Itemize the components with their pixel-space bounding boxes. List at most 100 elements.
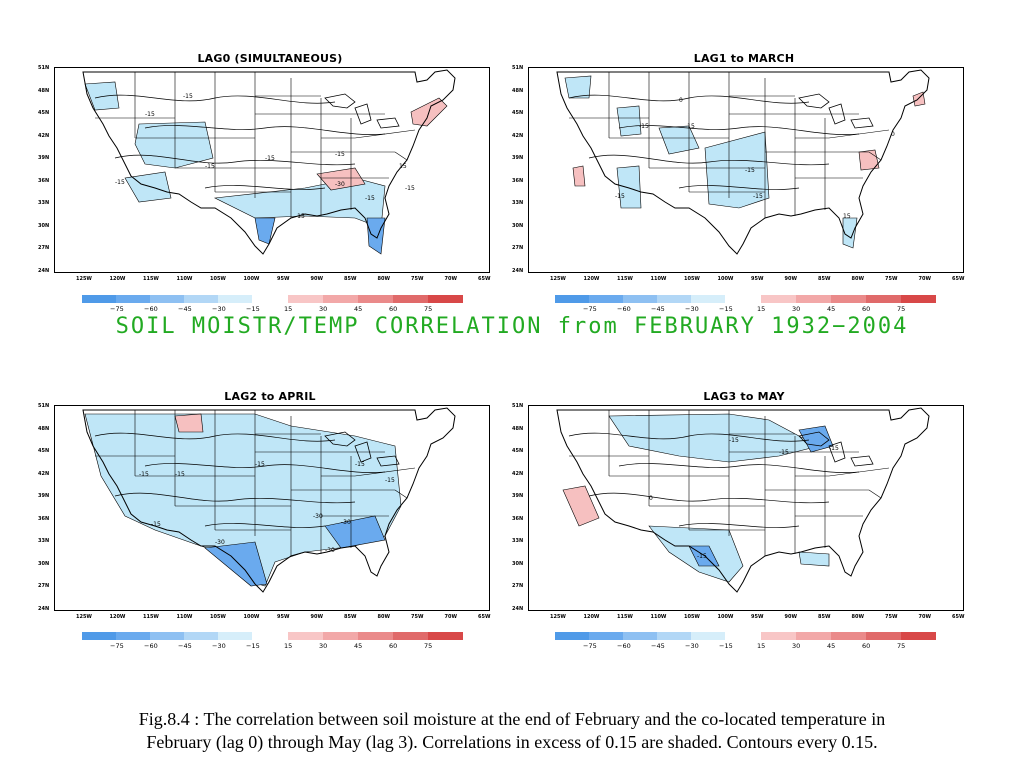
panel-0-legend-neg-tick-1: −60 [144,305,158,313]
panel-3-map: -15 -15 -15 0 -15 [528,405,964,611]
panel-1-legend-pos-swatch-2 [831,295,866,303]
panel-0-contour-label-0: -15 [183,93,193,100]
panel-0-lon-label-2: 115W [143,276,159,282]
panel-0-lon-label-12: 65W [478,276,491,282]
panel-1-shaded-region-0 [564,75,592,99]
panel-1-legend-pos-tick-0: 15 [757,305,766,313]
panel-2-legend-pos-swatch-0 [288,632,323,640]
panel-3-great-lakes [798,431,874,467]
figure-caption: Fig.8.4 : The correlation between soil m… [20,708,1004,754]
panel-1-state-border-14 [828,129,890,139]
panel-3-contour-label-0: -15 [729,437,739,444]
panel-3-title: LAG3 to MAY [703,390,785,403]
panel-0-lon-label-7: 90W [310,276,323,282]
panel-1-shaded-region-4 [616,165,642,209]
panel-0-lon-label-10: 75W [411,276,424,282]
panel-0-contour-1 [114,154,356,166]
panel-2-lat-label-5: 36N [38,515,50,522]
panel-0-legend-neg-swatch-3 [184,295,218,303]
panel-0-legend-pos-tick-4: 75 [424,305,433,313]
panel-3-lon-label-10: 75W [885,614,898,620]
panel-1-legend-neg-swatch-1 [589,295,623,303]
panel-3-lon-label-1: 120W [583,614,600,620]
panel-1-title: LAG1 to MARCH [693,52,795,65]
panel-0-lat-label-0: 51N [38,65,50,71]
panel-1-legend-pos-swatch-1 [796,295,831,303]
panel-3-lon-label-4: 105W [684,614,700,620]
panel-0-shaded-region-0 [84,81,120,111]
panel-2-lon-label-2: 115W [143,614,159,620]
panel-3-legend-pos-tick-0: 15 [757,642,766,650]
panel-3-lat-label-4: 39N [512,493,524,499]
panel-0-legend-pos-swatch-4 [428,295,463,303]
panel-3-lat-label-9: 24N [512,605,524,612]
panel-3-contour-label-4: -15 [829,445,839,452]
panel-1-legend-pos-swatch-4 [901,295,936,303]
panel-2-state-border-14 [354,467,416,477]
panel-3-legend-pos-swatch-3 [866,632,901,640]
panel-1-contour-label-1: -15 [639,123,649,130]
panel-1-legend-neg-tick-1: −60 [617,305,631,313]
panel-2-legend-pos-swatch-1 [323,632,358,640]
panel-1-contour-2 [618,125,860,135]
panel-0-contour-label-2: -15 [205,163,215,170]
panel-1-lon-label-6: 95W [751,276,764,282]
panel-0-legend-pos-swatch-1 [323,295,358,303]
panel-3-lat-label-5: 36N [512,515,524,522]
panel-3-map-svg: -15 -15 -15 0 -15 [556,407,930,593]
panel-3-legend-pos-swatch-0 [761,632,796,640]
panel-2-legend-neg-swatch-4 [218,632,252,640]
panel-2-lon-label-6: 95W [277,614,290,620]
panel-2-map: -15 -15 -15 -15 -15 -15 -30 -30 -30 -30 [54,405,490,611]
panel-3-lat-label-2: 45N [512,448,524,454]
panel-1-lon-label-8: 85W [818,276,831,282]
panel-2-legend-neg-swatch-3 [184,632,218,640]
panel-1-lat-label-3: 42N [512,132,524,139]
panel-2-shaded-region-1 [324,515,386,549]
panel-3-lat-label-0: 51N [512,403,524,409]
panel-0-lat-label-9: 24N [38,267,50,274]
panel-2-lat-label-3: 42N [38,470,50,477]
panel-0-legend-pos-swatch-0 [288,295,323,303]
panel-2-legend-pos-swatch-3 [393,632,428,640]
panel-1-lon-label-0: 125W [550,276,566,282]
panel-2-legend-neg-swatch-1 [116,632,150,640]
panel-0-lat-label-8: 27N [38,245,50,251]
panel-2-lon-label-1: 120W [109,614,126,620]
panel-1-legend-neg-swatch-3 [657,295,691,303]
panel-0-contour-label-9: -15 [115,179,125,186]
panel-2-lat-label-0: 51N [38,403,50,409]
panel-3-legend-neg-swatch-3 [657,632,691,640]
panel-2-lon-label-4: 105W [210,614,226,620]
panel-0-contour-label-5: -30 [335,181,345,188]
panel-0-state-border-15 [394,151,408,161]
panel-2-lon-label-8: 85W [344,614,357,620]
panel-1-lat-label-1: 48N [512,87,524,94]
panel-1-shaded-region-7 [572,165,586,187]
panel-0-state-border-14 [354,129,416,139]
panel-1-coastline [556,69,930,255]
panel-1-lat-label-9: 24N [512,267,524,274]
panel-1-lon-label-1: 120W [583,276,600,282]
panel-1-legend-neg-swatch-4 [691,295,725,303]
panel-1-contour-label-4: -15 [753,193,763,200]
panel-3-shaded-region-0 [608,413,820,463]
panel-2-contour-3 [204,523,326,528]
panel-3-state-border-14 [828,467,890,477]
panel-2-lat-label-4: 39N [38,493,50,499]
panel-2-contour-label-9: -30 [215,539,225,546]
panel-2-legend-neg-tick-2: −45 [178,642,192,650]
panel-2-lon-label-5: 100W [243,614,260,620]
panel-0-great-lakes [324,93,400,129]
panel-0-lon-label-5: 100W [243,276,260,282]
panel-2-contour-label-8: -30 [325,547,335,554]
panel-1-lon-label-11: 70W [918,276,931,282]
panel-1-shaded-region-3 [704,131,770,209]
panel-3-lat-label-8: 27N [512,583,524,589]
panel-0-contour-label-7: -15 [365,195,375,202]
panel-0-lat-label-4: 39N [38,155,50,161]
panel-0-legend-pos-tick-1: 30 [319,305,328,313]
panel-0-lat-label-3: 42N [38,132,50,139]
panel-1-legend-pos-swatch-3 [866,295,901,303]
panel-3-contour-3 [678,523,800,528]
